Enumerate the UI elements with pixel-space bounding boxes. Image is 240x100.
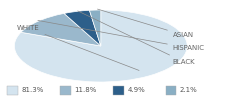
Text: 81.3%: 81.3%	[22, 87, 44, 93]
Text: 4.9%: 4.9%	[127, 87, 145, 93]
Text: 11.8%: 11.8%	[74, 87, 97, 93]
Text: BLACK: BLACK	[78, 11, 195, 65]
Text: WHITE: WHITE	[17, 25, 139, 70]
Wedge shape	[90, 10, 101, 46]
Text: HISPANIC: HISPANIC	[38, 20, 205, 51]
FancyBboxPatch shape	[166, 86, 176, 94]
FancyBboxPatch shape	[113, 86, 124, 94]
Wedge shape	[64, 10, 101, 46]
FancyBboxPatch shape	[60, 86, 71, 94]
FancyBboxPatch shape	[7, 86, 18, 94]
Wedge shape	[21, 13, 101, 46]
Text: 2.1%: 2.1%	[180, 87, 198, 93]
Wedge shape	[14, 10, 187, 82]
Text: ASIAN: ASIAN	[97, 9, 194, 38]
